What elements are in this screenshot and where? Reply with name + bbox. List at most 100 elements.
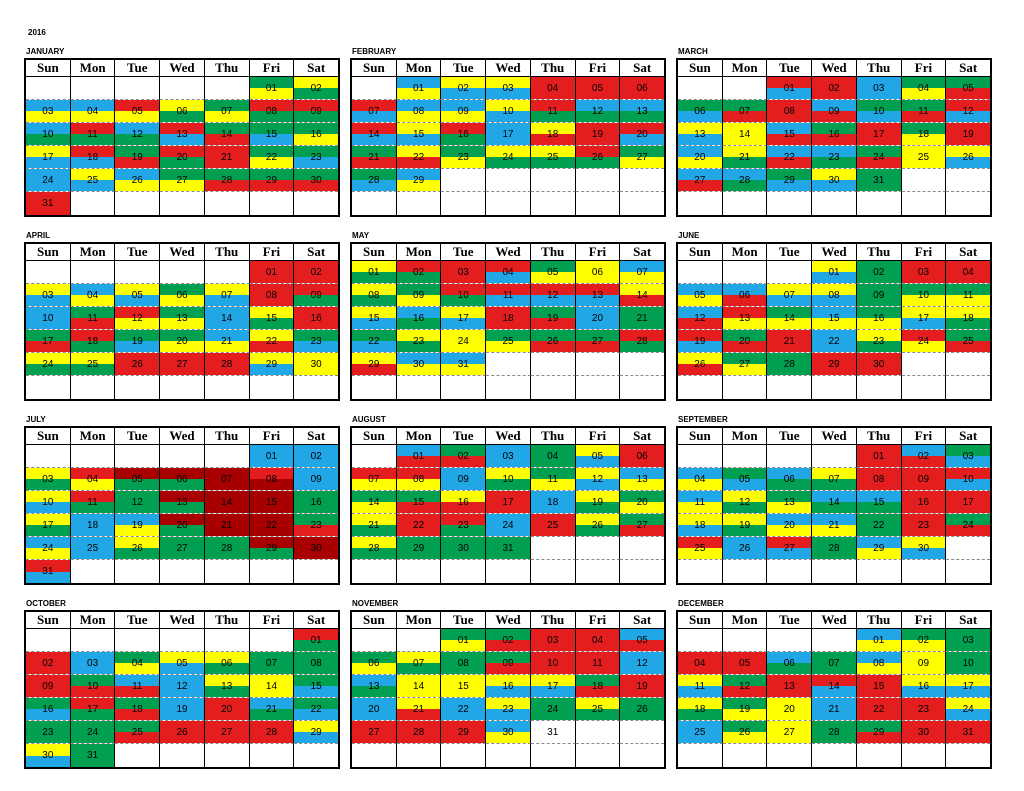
day-color-bottom [70,111,115,122]
day-color-top [441,675,486,686]
day-number: 03 [42,290,54,301]
day-color-bottom [722,548,767,559]
week-row: 08 09 10 11 12 13 14 [352,284,665,307]
day-color-bottom [204,502,249,513]
day-color-bottom [441,88,486,99]
week-row: 01 02 03 04 05 06 [352,445,665,468]
weekday-fri: Fri [250,612,295,628]
day-color-bottom [26,732,70,743]
weekday-wed: Wed [812,612,857,628]
day-color-bottom [946,640,991,651]
day-color-bottom [530,502,575,513]
day-cell: 29 [294,721,339,744]
month-name: OCTOBER [26,599,66,608]
weekday-header: Sun Mon Tue Wed Thu Fri Sat [352,60,664,77]
day-cell: 28 [722,169,768,192]
day-cell: 07 [767,284,813,307]
empty-cell [115,192,161,215]
day-color-top [160,491,204,502]
day-color-top [294,491,339,502]
day-number: 31 [42,198,54,209]
week-row: 03 04 05 06 07 08 09 [26,468,339,491]
day-cell: 06 [678,100,723,123]
day-color-bottom [70,157,115,168]
day-color-bottom [856,525,901,536]
empty-cell [71,560,116,583]
day-cell: 30 [26,744,71,767]
day-color-bottom [70,686,115,697]
day-number: 04 [131,658,143,669]
day-cell: 19 [575,491,621,514]
month-name: FEBRUARY [352,47,397,56]
day-cell: 14 [620,284,665,307]
day-color-top [352,146,396,157]
day-color-bottom [901,318,946,329]
day-color-top [396,468,441,479]
day-number: 04 [591,635,604,646]
day-cell: 08 [767,100,813,123]
day-color-top [722,514,767,525]
day-color-bottom [486,88,530,99]
day-number: 10 [457,290,469,301]
day-color-bottom [575,341,620,352]
day-cell: 10 [441,284,487,307]
day-cell: 03 [486,445,531,468]
day-color-bottom [396,732,441,743]
day-cell: 20 [575,307,621,330]
day-cell: 10 [26,123,71,146]
week-row: 01 02 03 [678,445,991,468]
day-color-bottom [352,111,396,122]
day-number: 02 [413,267,425,278]
day-cell: 21 [352,146,397,169]
day-color-bottom [575,709,620,720]
day-number: 16 [917,497,930,508]
day-color-bottom [530,134,575,145]
day-color-bottom [678,663,722,674]
day-color-top [946,629,991,640]
day-color-bottom [441,341,486,352]
day-color-bottom [249,709,294,720]
day-color-bottom [396,686,441,697]
day-color-bottom [204,686,249,697]
weekday-tue: Tue [767,428,813,444]
day-number: 23 [457,152,469,163]
day-cell: 20 [722,330,768,353]
day-number: 07 [221,106,233,117]
day-color-top [620,629,665,640]
day-cell: 07 [204,100,250,123]
day-number: 04 [87,290,99,301]
day-number: 20 [176,336,188,347]
day-cell: 03 [946,629,991,652]
day-color-top [352,537,396,548]
day-cell: 30 [294,353,339,376]
day-cell: 21 [204,514,250,537]
day-color-bottom [856,364,901,375]
day-number: 24 [502,152,514,163]
day-color-bottom [70,502,115,513]
day-cell: 06 [767,468,813,491]
day-color-bottom [204,180,249,191]
empty-cell [946,192,990,215]
empty-cell [486,192,531,215]
day-color-bottom [26,318,70,329]
day-cell: 29 [856,537,902,560]
day-cell: 13 [767,675,813,698]
day-color-bottom [620,640,665,651]
day-color-bottom [767,88,812,99]
day-number: 23 [873,336,885,347]
empty-cell [723,744,768,767]
day-number: 19 [739,520,751,531]
day-color-bottom [204,709,249,720]
day-color-top [396,675,441,686]
day-number: 04 [962,267,974,278]
day-number: 22 [783,152,795,163]
day-color-bottom [678,364,722,375]
empty-cell [857,376,902,399]
day-color-top [249,652,294,663]
day-cell: 25 [530,514,576,537]
day-color-top [620,514,665,525]
day-color-bottom [249,525,294,536]
day-color-bottom [767,686,812,697]
day-color-top [678,307,722,318]
week-row: 27 28 29 30 31 [678,169,991,192]
